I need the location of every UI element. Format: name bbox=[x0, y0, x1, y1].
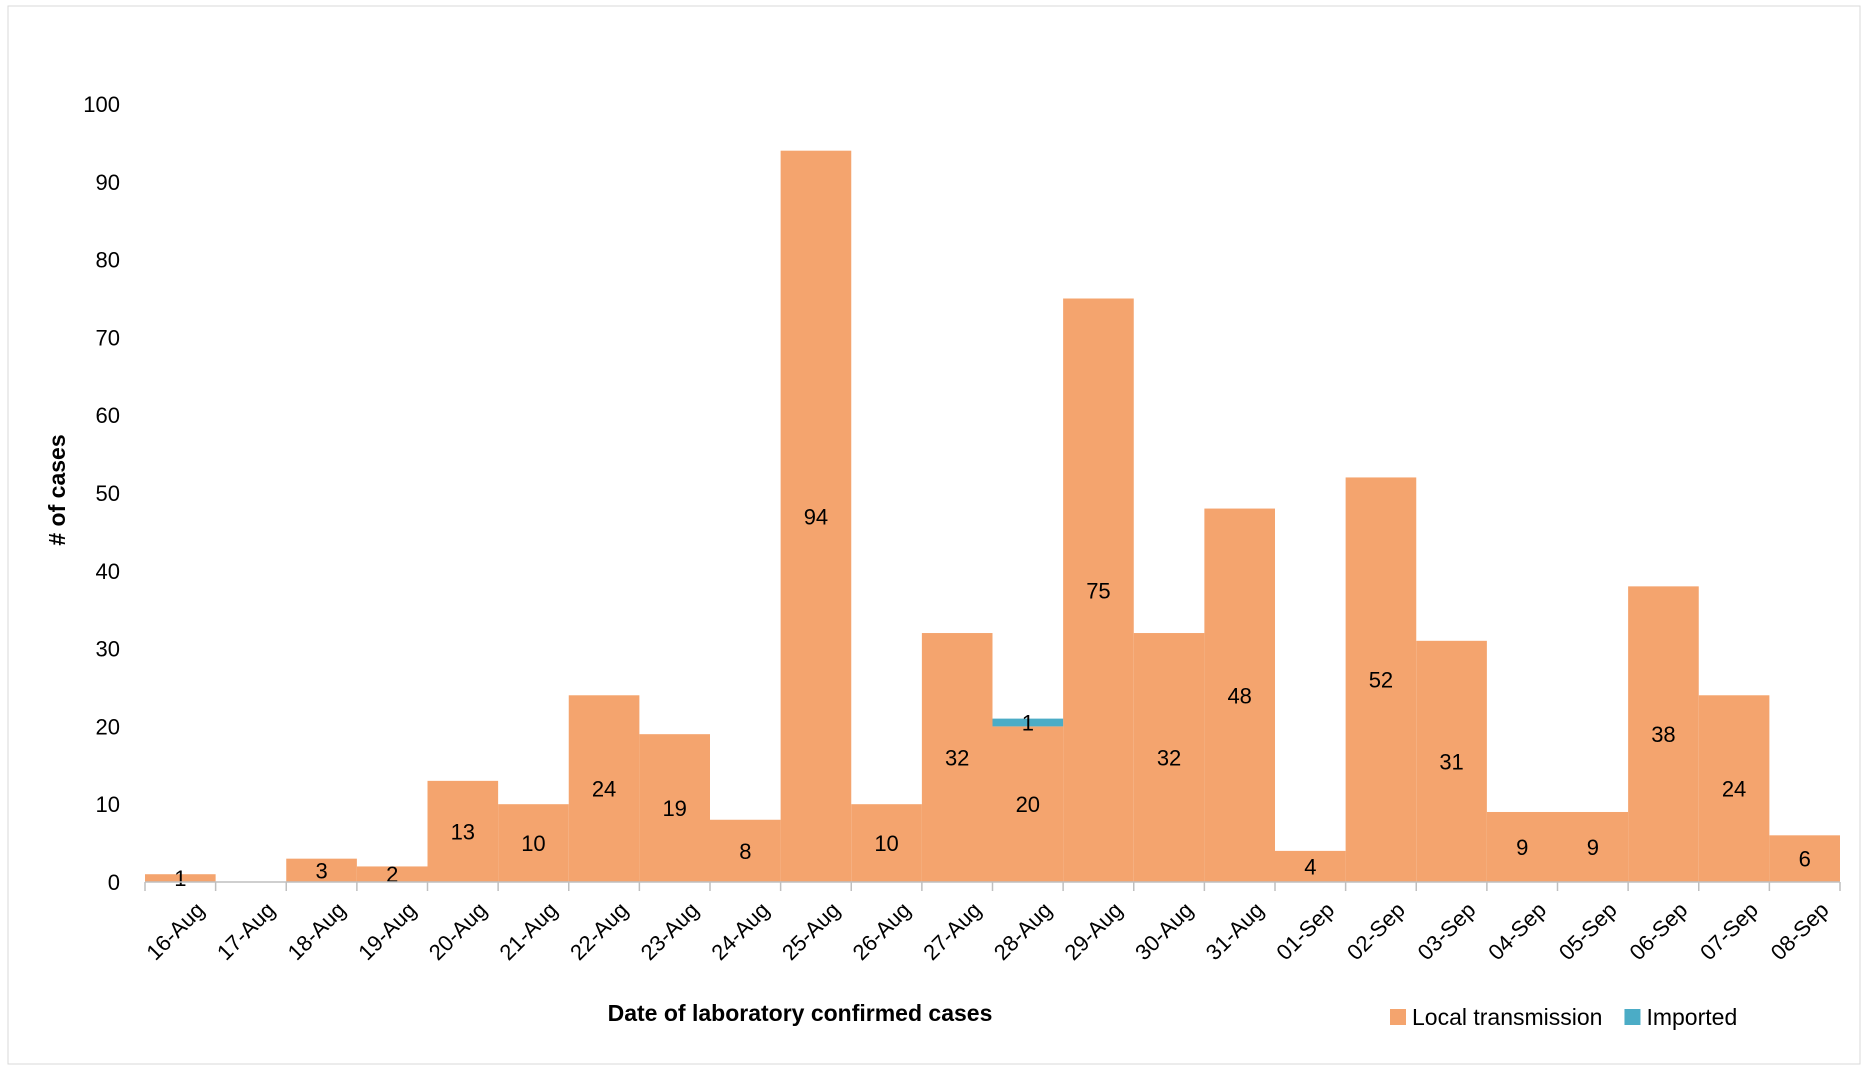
data-label-local-24-Aug: 8 bbox=[739, 839, 751, 864]
data-label-local-30-Aug: 32 bbox=[1157, 746, 1181, 771]
y-axis-title: # of cases bbox=[44, 434, 70, 545]
bar-local-04-Sep bbox=[1486, 811, 1558, 882]
y-tick-label: 50 bbox=[96, 481, 120, 506]
data-label-local-19-Aug: 2 bbox=[386, 862, 398, 887]
legend-swatch-local bbox=[1390, 1009, 1406, 1025]
x-axis-title: Date of laboratory confirmed cases bbox=[608, 1000, 993, 1026]
bar-local-26-Aug bbox=[851, 804, 922, 882]
data-label-local-08-Sep: 6 bbox=[1799, 847, 1811, 872]
bar-local-22-Aug bbox=[568, 695, 640, 882]
bar-local-19-Aug bbox=[356, 866, 428, 882]
bar-local-27-Aug bbox=[921, 633, 993, 882]
data-label-local-05-Sep: 9 bbox=[1587, 835, 1599, 860]
data-label-local-31-Aug: 48 bbox=[1227, 683, 1251, 708]
data-label-local-03-Sep: 31 bbox=[1439, 749, 1463, 774]
bar-local-18-Aug bbox=[286, 858, 357, 882]
chart-frame bbox=[7, 5, 1861, 1065]
data-label-local-02-Sep: 52 bbox=[1369, 668, 1393, 693]
data-label-local-07-Sep: 24 bbox=[1722, 777, 1746, 802]
bar-local-29-Aug bbox=[1063, 298, 1134, 882]
data-label-local-29-Aug: 75 bbox=[1086, 578, 1110, 603]
data-label-local-18-Aug: 3 bbox=[315, 858, 327, 883]
legend: Local transmission Imported bbox=[1390, 1004, 1737, 1030]
data-label-local-06-Sep: 38 bbox=[1651, 722, 1675, 747]
bar-local-31-Aug bbox=[1204, 508, 1275, 882]
bar-local-03-Sep bbox=[1416, 640, 1487, 882]
y-tick-label: 40 bbox=[96, 559, 120, 584]
data-label-local-26-Aug: 10 bbox=[874, 831, 898, 856]
y-tick-label: 100 bbox=[83, 92, 120, 117]
y-tick-label: 70 bbox=[96, 325, 120, 350]
data-label-local-23-Aug: 19 bbox=[662, 796, 686, 821]
bar-local-07-Sep bbox=[1698, 695, 1770, 882]
data-label-local-21-Aug: 10 bbox=[521, 831, 545, 856]
bar-local-05-Sep bbox=[1557, 811, 1629, 882]
bar-local-21-Aug bbox=[498, 804, 569, 882]
bar-local-20-Aug bbox=[427, 780, 499, 882]
data-label-local-25-Aug: 94 bbox=[804, 504, 828, 529]
bar-local-01-Sep bbox=[1275, 850, 1346, 882]
bar-local-16-Aug bbox=[145, 874, 216, 882]
y-tick-label: 10 bbox=[96, 792, 120, 817]
data-label-local-22-Aug: 24 bbox=[592, 777, 616, 802]
data-label-local-28-Aug: 20 bbox=[1016, 792, 1040, 817]
bar-local-06-Sep bbox=[1628, 586, 1699, 882]
y-axis: 0 10 20 30 40 50 60 70 80 90 100 bbox=[83, 92, 120, 895]
bar-local-08-Sep bbox=[1769, 835, 1840, 882]
bar-local-28-Aug bbox=[992, 726, 1064, 882]
data-label-local-04-Sep: 9 bbox=[1516, 835, 1528, 860]
bar-local-30-Aug bbox=[1133, 633, 1205, 882]
data-label-local-20-Aug: 13 bbox=[451, 819, 475, 844]
data-label-local-01-Sep: 4 bbox=[1304, 854, 1316, 879]
legend-swatch-imported bbox=[1624, 1009, 1641, 1025]
legend-label-imported: Imported bbox=[1646, 1004, 1737, 1030]
y-tick-label: 80 bbox=[96, 248, 120, 273]
y-tick-label: 20 bbox=[96, 714, 120, 739]
bar-local-23-Aug bbox=[639, 734, 710, 882]
bar-local-24-Aug bbox=[710, 819, 781, 882]
data-label-imported-28-Aug: 1 bbox=[1022, 711, 1034, 736]
legend-label-local: Local transmission bbox=[1412, 1004, 1602, 1030]
y-tick-label: 0 bbox=[108, 870, 120, 895]
y-tick-label: 60 bbox=[96, 403, 120, 428]
bars-group bbox=[145, 150, 1840, 882]
bar-local-02-Sep bbox=[1345, 477, 1417, 882]
data-label-local-16-Aug: 1 bbox=[174, 866, 186, 891]
y-tick-label: 90 bbox=[96, 170, 120, 195]
data-label-local-27-Aug: 32 bbox=[945, 746, 969, 771]
y-tick-label: 30 bbox=[96, 637, 120, 662]
bar-imported-28-Aug bbox=[992, 718, 1064, 727]
bar-local-25-Aug bbox=[780, 150, 852, 882]
